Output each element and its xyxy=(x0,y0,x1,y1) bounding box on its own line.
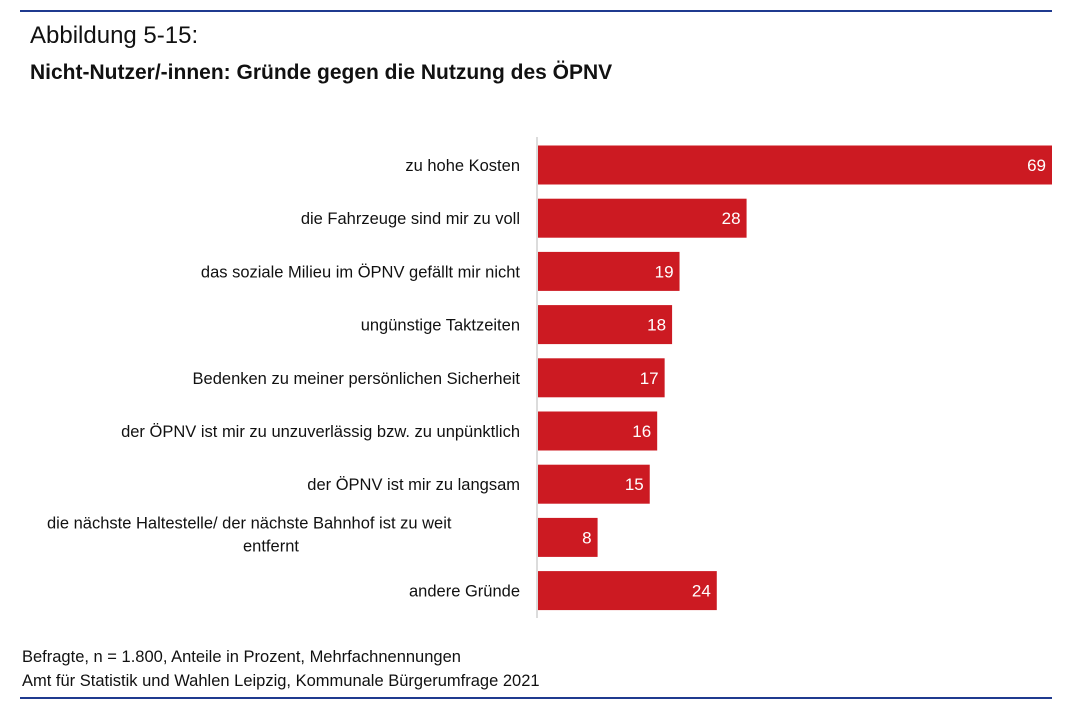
category-label: die Fahrzeuge sind mir zu voll xyxy=(301,210,520,228)
category-label: das soziale Milieu im ÖPNV gefällt mir n… xyxy=(201,263,521,281)
data-label: 19 xyxy=(655,262,674,281)
data-label: 17 xyxy=(640,369,659,388)
bar xyxy=(538,464,650,504)
bar xyxy=(538,305,673,345)
bar xyxy=(538,571,717,611)
bar xyxy=(538,145,1052,185)
data-label: 15 xyxy=(625,475,644,494)
data-label: 69 xyxy=(1027,156,1046,175)
data-label: 18 xyxy=(647,316,666,335)
bottom-rule xyxy=(20,697,1052,699)
footer-source: Amt für Statistik und Wahlen Leipzig, Ko… xyxy=(22,672,540,690)
data-label: 16 xyxy=(632,422,651,441)
data-label: 24 xyxy=(692,582,711,601)
category-label: ungünstige Taktzeiten xyxy=(361,317,520,335)
bar xyxy=(538,517,598,557)
bar xyxy=(538,411,658,451)
top-rule xyxy=(20,10,1052,12)
category-label: der ÖPNV ist mir zu unzuverlässig bzw. z… xyxy=(121,423,520,441)
bar xyxy=(538,358,665,398)
bar xyxy=(538,198,747,238)
data-label: 28 xyxy=(722,209,741,228)
data-label: 8 xyxy=(582,528,591,547)
category-label: zu hohe Kosten xyxy=(405,157,520,175)
category-label: andere Gründe xyxy=(409,583,520,601)
footer-note: Befragte, n = 1.800, Anteile in Prozent,… xyxy=(22,648,461,666)
category-label: der ÖPNV ist mir zu langsam xyxy=(307,476,520,494)
chart-title: Nicht-Nutzer/-innen: Gründe gegen die Nu… xyxy=(30,61,613,84)
figure-label: Abbildung 5-15: xyxy=(30,22,199,49)
category-label: Bedenken zu meiner persönlichen Sicherhe… xyxy=(193,370,521,388)
bar xyxy=(538,251,680,291)
category-label: die nächste Haltestelle/ der nächste Bah… xyxy=(47,514,452,555)
